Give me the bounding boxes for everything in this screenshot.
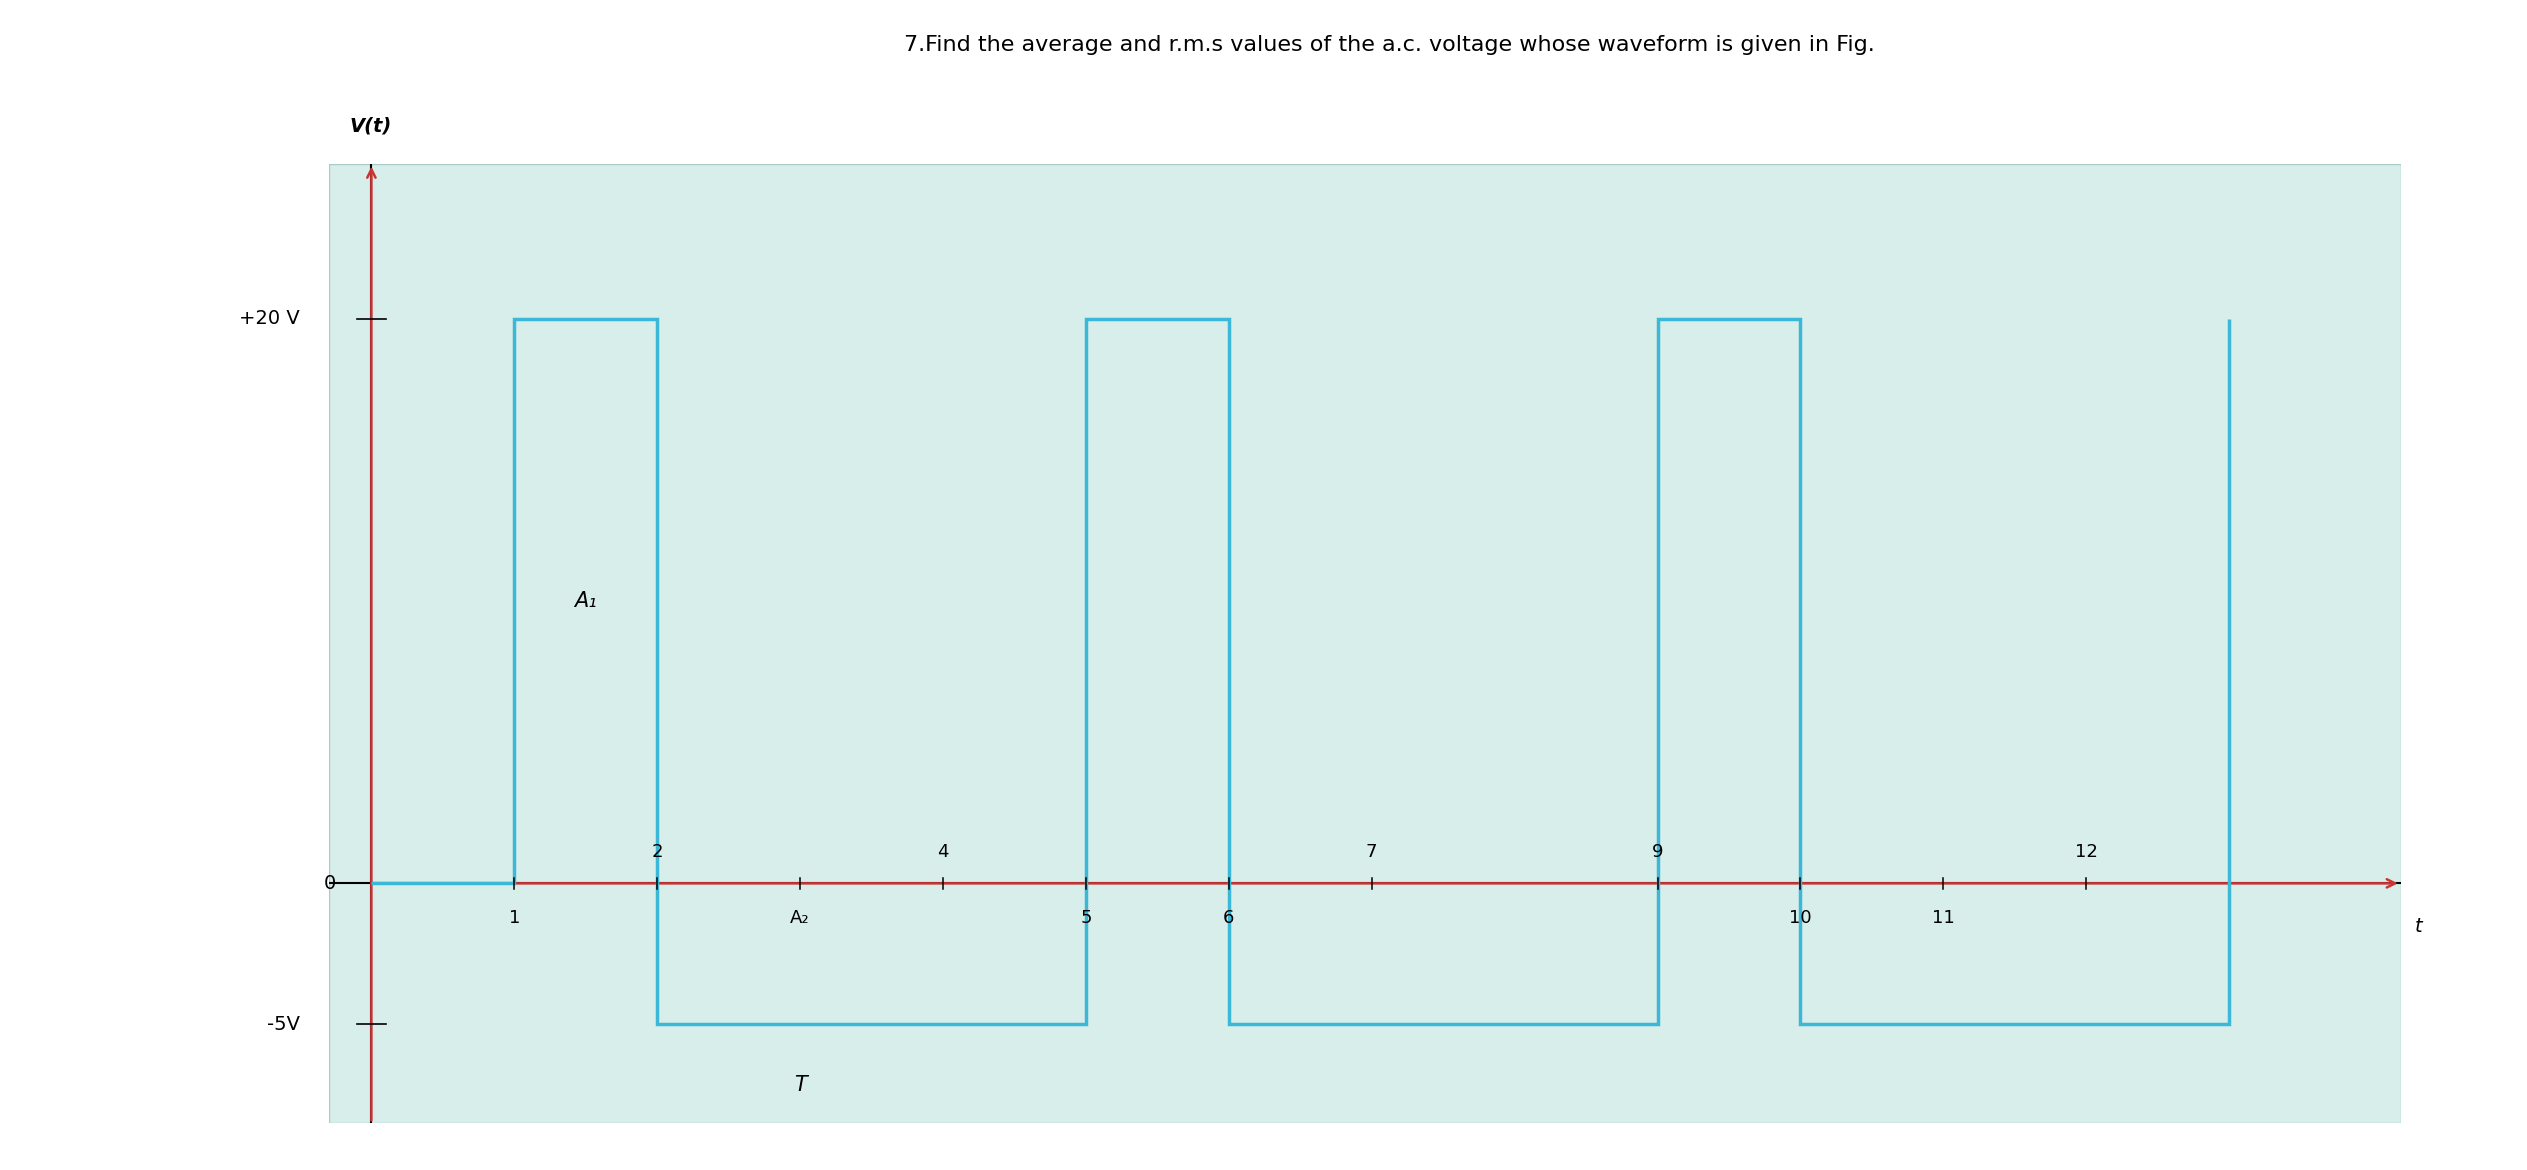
Text: 2: 2: [652, 842, 662, 861]
Text: +20 V: +20 V: [240, 310, 301, 329]
Text: 1: 1: [508, 909, 521, 927]
Text: A₁: A₁: [574, 591, 596, 611]
Text: 0: 0: [323, 874, 336, 893]
Text: T: T: [793, 1075, 806, 1095]
Text: A₂: A₂: [791, 909, 811, 927]
Text: 7.Find the average and r.m.s values of the a.c. voltage whose waveform is given : 7.Find the average and r.m.s values of t…: [905, 35, 1875, 55]
Text: -5V: -5V: [268, 1014, 301, 1034]
Text: 11: 11: [1933, 909, 1956, 927]
Text: 6: 6: [1223, 909, 1236, 927]
Text: t: t: [2416, 917, 2423, 936]
Text: 7: 7: [1367, 842, 1377, 861]
Text: V(t): V(t): [349, 117, 392, 136]
Text: 5: 5: [1079, 909, 1092, 927]
Text: 12: 12: [2075, 842, 2097, 861]
Text: 9: 9: [1653, 842, 1663, 861]
Text: 10: 10: [1789, 909, 1812, 927]
Text: 4: 4: [938, 842, 948, 861]
